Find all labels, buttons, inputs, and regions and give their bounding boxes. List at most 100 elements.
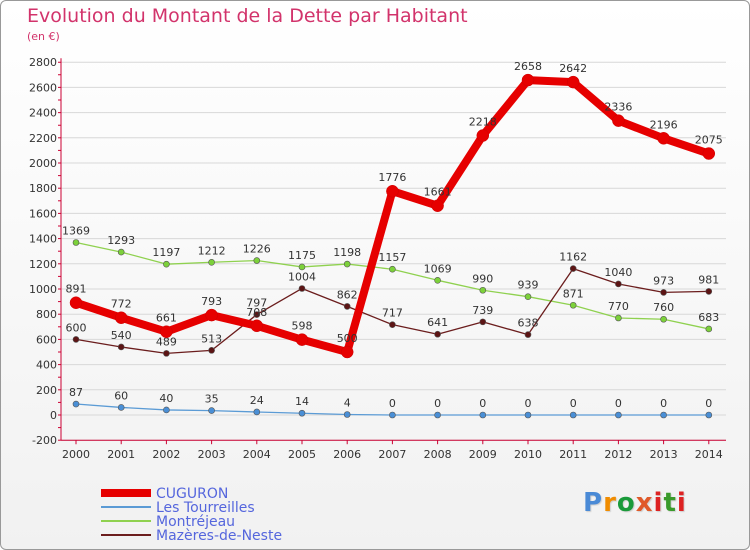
data-point [524, 411, 532, 419]
y-tick-label: 2000 [29, 157, 57, 170]
data-label: 871 [563, 287, 584, 300]
y-tick-label: 600 [36, 333, 57, 346]
y-tick-label: 0 [50, 409, 57, 422]
data-point [72, 400, 80, 408]
data-label: 0 [434, 397, 441, 410]
y-tick-label: 1200 [29, 258, 57, 271]
x-tick-label: 2008 [424, 448, 452, 461]
data-point [163, 406, 170, 414]
data-label: 1198 [333, 246, 361, 259]
data-point [205, 308, 218, 322]
data-point [163, 350, 170, 357]
x-tick-label: 2005 [288, 448, 316, 461]
data-point [434, 277, 441, 284]
data-label: 0 [389, 397, 396, 410]
data-point [479, 318, 487, 326]
data-label: 14 [295, 395, 309, 408]
data-point [343, 260, 351, 268]
data-point [431, 199, 444, 212]
data-point [705, 411, 713, 419]
data-point [250, 319, 264, 333]
data-point [253, 257, 261, 264]
data-label: 1162 [559, 251, 587, 264]
data-point [163, 260, 170, 268]
data-label: 2075 [695, 134, 723, 147]
y-tick-label: 1000 [29, 283, 57, 296]
data-point [72, 336, 80, 343]
data-label: 717 [382, 307, 403, 320]
data-label: 0 [479, 397, 486, 410]
data-label: 981 [698, 273, 719, 286]
data-point [389, 265, 396, 273]
data-label: 500 [337, 332, 358, 345]
data-point [295, 333, 309, 346]
x-tick-label: 2013 [650, 448, 678, 461]
data-point [69, 296, 83, 309]
data-label: 760 [653, 301, 674, 314]
data-label: 708 [246, 306, 267, 319]
data-label: 683 [698, 311, 719, 324]
data-point [298, 285, 306, 292]
y-tick-label: 1600 [29, 207, 57, 220]
data-point [434, 411, 441, 419]
data-label: 87 [69, 386, 83, 399]
data-label: 0 [705, 397, 712, 410]
data-label: 862 [337, 288, 358, 301]
data-label: 1776 [378, 171, 406, 184]
data-label: 1293 [107, 234, 135, 247]
data-point [660, 289, 667, 296]
data-label: 2658 [514, 60, 542, 73]
data-label: 1226 [243, 243, 271, 256]
data-label: 1661 [424, 186, 452, 199]
data-label: 641 [427, 316, 448, 329]
data-label: 1197 [152, 246, 180, 259]
y-tick-label: 1400 [29, 233, 57, 246]
data-label: 1040 [604, 266, 632, 279]
data-label: 739 [472, 304, 493, 317]
data-point [389, 411, 396, 419]
data-point [479, 411, 487, 419]
x-tick-label: 2007 [378, 448, 406, 461]
data-label: 2336 [604, 101, 632, 114]
data-label: 939 [518, 279, 539, 292]
data-point [615, 314, 622, 322]
legend-label: Montréjeau [156, 514, 235, 530]
data-point [479, 286, 487, 294]
data-label: 973 [653, 274, 674, 287]
data-point [117, 404, 125, 411]
data-point [208, 407, 215, 414]
data-point [524, 331, 532, 338]
x-tick-label: 2000 [62, 448, 90, 461]
data-label: 4 [344, 396, 351, 409]
data-label: 1175 [288, 249, 316, 262]
y-tick-label: 200 [36, 384, 57, 397]
data-label: 2218 [469, 116, 497, 129]
data-point [702, 147, 716, 160]
data-point [476, 129, 490, 142]
data-label: 0 [660, 397, 667, 410]
data-point [208, 347, 215, 354]
data-point [298, 263, 306, 271]
data-point [657, 132, 670, 145]
data-label: 0 [615, 397, 622, 410]
data-label: 1004 [288, 270, 316, 283]
data-point [386, 184, 399, 198]
data-label: 1369 [62, 225, 90, 238]
data-label: 513 [201, 332, 222, 345]
data-label: 770 [608, 300, 629, 313]
data-label: 0 [570, 397, 577, 410]
data-point [569, 265, 577, 272]
data-label: 0 [525, 397, 532, 410]
data-label: 598 [292, 320, 313, 333]
x-tick-label: 2003 [198, 448, 226, 461]
x-tick-label: 2004 [243, 448, 271, 461]
data-label: 1212 [198, 244, 226, 257]
x-tick-label: 2006 [333, 448, 361, 461]
data-label: 661 [156, 312, 177, 325]
data-point [117, 343, 125, 351]
y-tick-label: 1800 [29, 182, 57, 195]
data-point [705, 325, 713, 333]
data-point [389, 321, 396, 328]
data-label: 638 [518, 317, 539, 330]
